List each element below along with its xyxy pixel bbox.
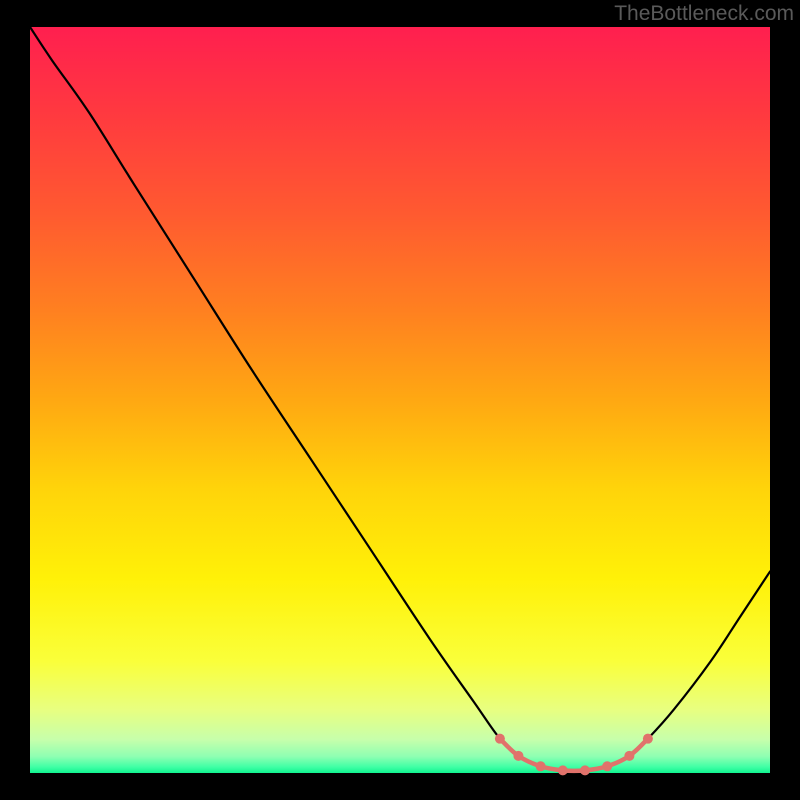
- highlight-marker: [643, 734, 653, 744]
- highlight-marker: [495, 734, 505, 744]
- highlight-marker: [536, 761, 546, 771]
- chart-container: { "watermark": "TheBottleneck.com", "wat…: [0, 0, 800, 800]
- highlight-marker: [513, 751, 523, 761]
- highlight-marker: [624, 751, 634, 761]
- highlight-marker: [558, 765, 568, 775]
- bottleneck-chart: [0, 0, 800, 800]
- highlight-marker: [602, 761, 612, 771]
- gradient-background: [30, 27, 770, 773]
- highlight-marker: [580, 765, 590, 775]
